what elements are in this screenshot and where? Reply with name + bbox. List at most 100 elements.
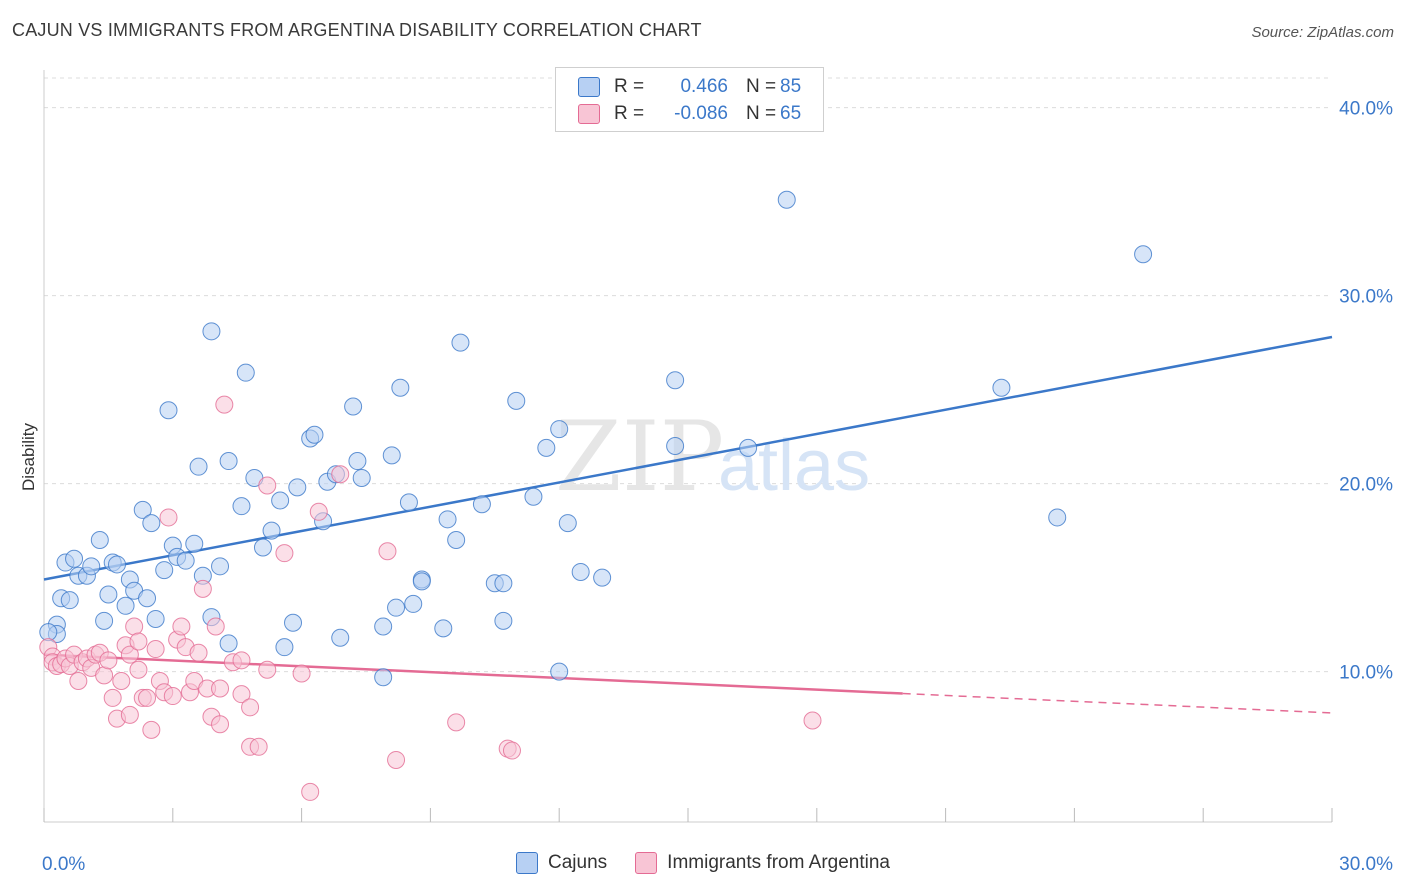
data-point [387,750,406,769]
data-point [593,568,612,587]
data-point [142,514,161,533]
trend-line-solid [43,335,1333,581]
data-point [163,687,182,706]
data-point [537,438,556,457]
data-point [107,555,126,574]
data-point [129,632,148,651]
data-point [142,720,161,739]
series-legend: Cajuns Immigrants from Argentina [0,852,1406,874]
data-point [193,579,212,598]
data-point [739,438,758,457]
data-point [176,551,195,570]
data-point [146,609,165,628]
data-point [258,476,277,495]
data-point [434,619,453,638]
data-point [404,594,423,613]
data-point [352,468,371,487]
data-point [447,713,466,732]
series-swatch-blue [516,852,539,874]
legend-swatch-blue [578,77,600,97]
data-point [777,190,796,209]
data-point [301,782,320,801]
data-point [146,640,165,659]
data-point [292,664,311,683]
data-point [494,574,513,593]
data-point [288,478,307,497]
series-legend-label: Cajuns [548,852,608,873]
data-point [249,737,268,756]
data-point [120,645,139,664]
data-point [992,378,1011,397]
trend-lines [43,335,1333,714]
data-point [524,487,543,506]
legend-swatch-pink [578,104,600,124]
legend-r-value: 0.466 [680,76,728,97]
data-point [803,711,822,730]
data-point [374,668,393,687]
data-point [571,562,590,581]
data-point [387,598,406,617]
data-point [120,705,139,724]
series-legend-label: Immigrants from Argentina [667,852,890,873]
data-point [82,557,101,576]
data-point [219,634,238,653]
data-point [206,617,225,636]
data-point [382,446,401,465]
data-point [262,521,281,540]
data-point [331,628,350,647]
data-point [189,457,208,476]
data-point [451,333,470,352]
data-point [348,452,367,471]
y-tick-label: 20.0% [1339,475,1393,496]
data-point [666,437,685,455]
legend-n-value: 85 [780,76,802,97]
y-tick-label: 30.0% [1339,287,1393,308]
watermark: ZIP atlas [555,401,870,513]
y-axis-label: Disability [19,422,38,491]
series-argentina [39,395,822,801]
data-point [412,572,431,591]
data-point [1134,245,1153,264]
data-points [39,190,1153,801]
data-point [69,672,88,690]
data-point [90,531,109,549]
data-point [494,611,513,630]
data-point [275,544,294,563]
series-legend-cajuns: Cajuns [516,852,607,874]
data-point [236,363,255,382]
data-point [438,510,457,529]
data-point [211,679,230,698]
data-point [116,596,135,615]
data-point [99,585,118,604]
legend-r-label: R = [614,76,645,97]
axes [43,70,1333,823]
data-point [129,660,148,679]
x-tick-label: 30.0% [1339,854,1393,875]
data-point [138,688,157,707]
data-point [447,531,466,549]
data-point [666,371,685,390]
data-point [39,623,58,642]
data-point [1048,508,1067,527]
data-point [202,322,221,341]
trend-line-dashed [902,692,1333,714]
legend-n-label: N = [746,103,777,124]
data-point [99,651,118,670]
data-point [275,638,294,657]
data-point [155,561,174,580]
data-point [284,613,303,632]
data-point [211,557,230,576]
data-point [232,651,251,670]
data-point [215,395,234,414]
data-point [331,465,350,484]
data-point [550,420,569,439]
data-point [305,425,324,444]
series-swatch-pink [635,852,658,874]
legend-row-argentina: R = -0.086 N = 65 [578,102,801,126]
x-tick-label: 0.0% [42,854,85,875]
data-point [138,589,157,608]
trend-line-solid [43,653,903,695]
data-point [103,688,122,707]
series-cajuns [39,190,1153,687]
legend-r-value: -0.086 [674,103,728,124]
